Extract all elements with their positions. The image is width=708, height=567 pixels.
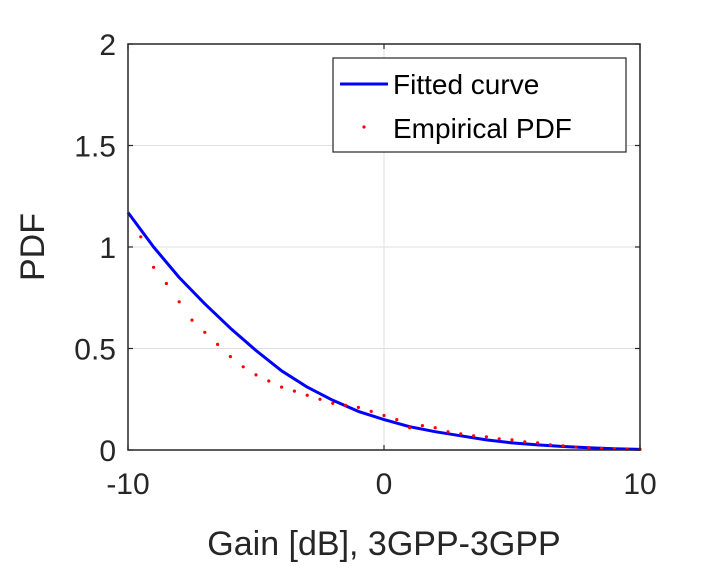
empirical-pdf-point bbox=[395, 418, 399, 422]
y-tick-label: 1 bbox=[99, 232, 116, 265]
empirical-pdf-point bbox=[433, 426, 437, 430]
empirical-pdf-point bbox=[472, 434, 476, 438]
empirical-pdf-point bbox=[420, 424, 424, 428]
empirical-pdf-point bbox=[536, 441, 540, 445]
empirical-pdf-point bbox=[139, 235, 143, 239]
empirical-pdf-point bbox=[228, 355, 232, 359]
empirical-pdf-point bbox=[344, 403, 348, 407]
empirical-pdf-point bbox=[561, 444, 565, 448]
empirical-pdf-point bbox=[356, 405, 360, 409]
x-tick-label: -10 bbox=[106, 468, 149, 501]
x-axis-label: Gain [dB], 3GPP-3GPP bbox=[207, 525, 560, 563]
empirical-pdf-point bbox=[484, 435, 488, 439]
empirical-pdf-point bbox=[164, 281, 168, 286]
empirical-pdf-point bbox=[510, 438, 514, 442]
empirical-pdf-point bbox=[305, 393, 309, 397]
legend-empirical-pdf-label: Empirical PDF bbox=[393, 113, 572, 144]
empirical-pdf-point bbox=[267, 379, 271, 383]
empirical-pdf-point bbox=[408, 426, 412, 430]
empirical-pdf-point bbox=[203, 330, 207, 334]
empirical-pdf-point bbox=[382, 413, 386, 418]
empirical-pdf-point bbox=[292, 389, 296, 393]
empirical-pdf-point bbox=[574, 445, 578, 449]
empirical-pdf-point bbox=[190, 318, 194, 322]
empirical-pdf-point bbox=[152, 265, 156, 269]
x-tick-label: 0 bbox=[376, 468, 393, 501]
y-tick-label: 1.5 bbox=[74, 131, 116, 164]
fitted-curve-line bbox=[126, 211, 641, 451]
x-tick-label: 10 bbox=[623, 468, 656, 501]
y-tick-label: 2 bbox=[99, 29, 116, 62]
empirical-pdf-point bbox=[600, 446, 604, 450]
series-layer bbox=[126, 211, 642, 451]
legend-fitted-curve-label: Fitted curve bbox=[393, 69, 539, 100]
legend-empirical-pdf-swatch bbox=[362, 125, 366, 129]
empirical-pdf-point bbox=[369, 409, 373, 413]
y-tick-label: 0.5 bbox=[74, 334, 116, 367]
empirical-pdf-point bbox=[459, 432, 463, 436]
empirical-pdf-point bbox=[254, 373, 258, 377]
empirical-pdf-point bbox=[587, 446, 591, 450]
empirical-pdf-point bbox=[216, 342, 220, 346]
empirical-pdf-point bbox=[318, 397, 322, 401]
legend-box bbox=[332, 57, 627, 153]
empirical-pdf-point bbox=[446, 430, 450, 434]
y-tick-label: 0 bbox=[99, 435, 116, 468]
y-axis-label: PDF bbox=[14, 213, 52, 281]
empirical-pdf-point bbox=[523, 440, 527, 444]
empirical-pdf-point bbox=[497, 437, 501, 441]
empirical-pdf-point bbox=[331, 401, 335, 405]
empirical-pdf-point bbox=[241, 365, 245, 369]
empirical-pdf-point bbox=[177, 300, 181, 304]
empirical-pdf-point bbox=[280, 385, 284, 389]
empirical-pdf-point bbox=[548, 443, 553, 447]
legend: Fitted curve Empirical PDF bbox=[332, 57, 627, 153]
